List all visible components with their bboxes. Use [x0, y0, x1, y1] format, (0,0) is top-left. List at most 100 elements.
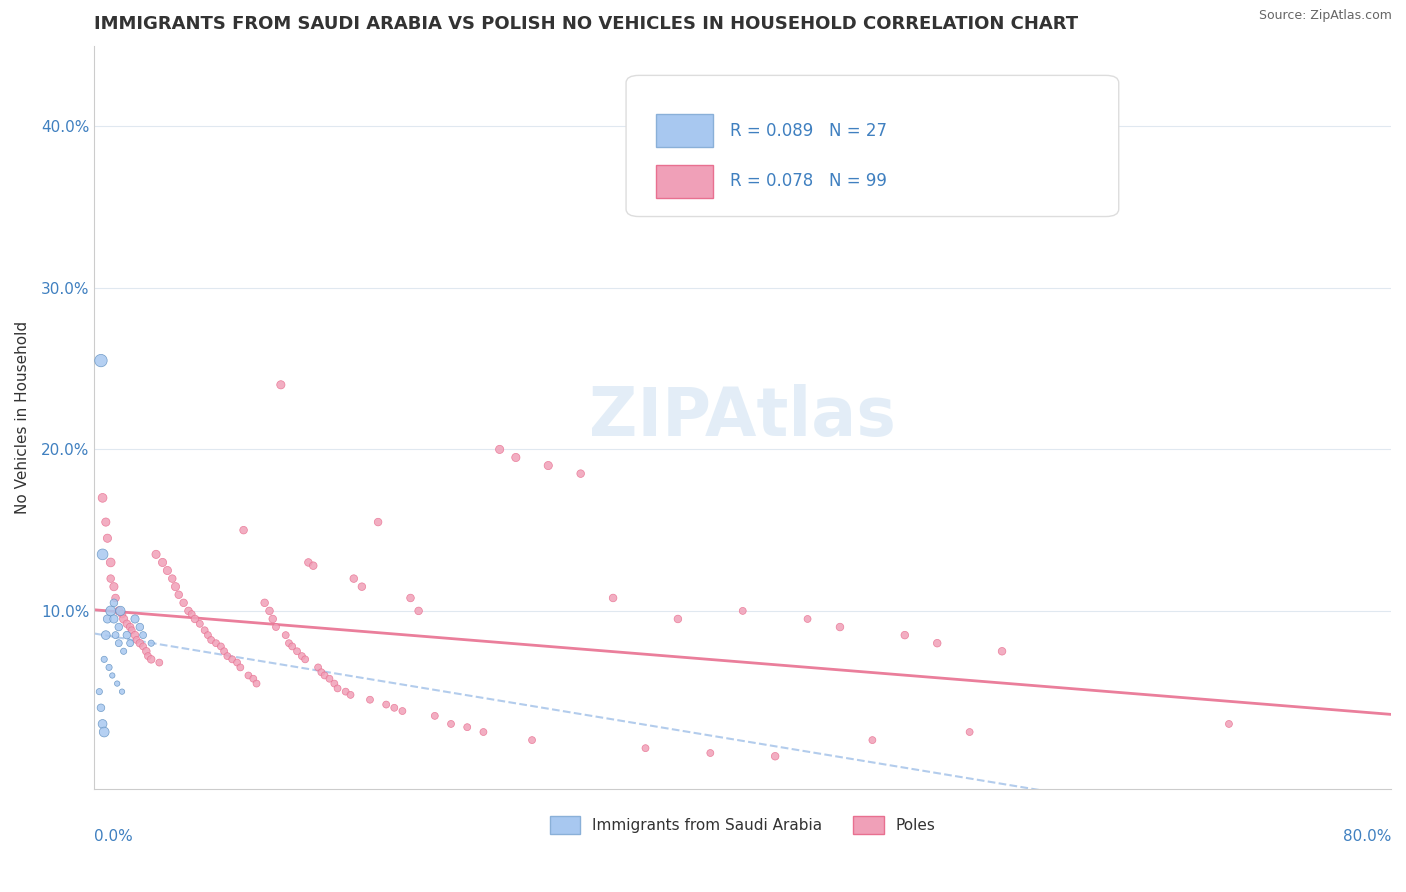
Text: IMMIGRANTS FROM SAUDI ARABIA VS POLISH NO VEHICLES IN HOUSEHOLD CORRELATION CHAR: IMMIGRANTS FROM SAUDI ARABIA VS POLISH N…: [94, 15, 1078, 33]
Point: [104, 591, 127, 605]
Point: [302, 558, 325, 573]
Point: [103, 596, 125, 610]
Point: [217, 649, 239, 664]
Point: [602, 591, 624, 605]
Point: [103, 612, 125, 626]
FancyBboxPatch shape: [655, 165, 713, 198]
Point: [375, 698, 398, 712]
Point: [112, 612, 135, 626]
Point: [1218, 717, 1240, 731]
Point: [270, 377, 292, 392]
Point: [107, 636, 129, 650]
Point: [120, 620, 142, 634]
Point: [105, 676, 128, 690]
Point: [253, 596, 276, 610]
Point: [100, 604, 122, 618]
Point: [408, 604, 430, 618]
Point: [103, 580, 125, 594]
Point: [229, 660, 252, 674]
Point: [367, 515, 389, 529]
Point: [262, 612, 284, 626]
Point: [91, 717, 114, 731]
Point: [194, 624, 217, 638]
Point: [124, 628, 146, 642]
Point: [291, 649, 314, 664]
Point: [101, 668, 124, 682]
Point: [232, 523, 254, 537]
Point: [156, 564, 179, 578]
Point: [828, 620, 851, 634]
Point: [115, 616, 138, 631]
Point: [569, 467, 592, 481]
Point: [285, 644, 308, 658]
Point: [350, 580, 373, 594]
Point: [93, 652, 115, 666]
Point: [894, 628, 917, 642]
Point: [927, 636, 949, 650]
Point: [167, 588, 190, 602]
Point: [110, 604, 132, 618]
Point: [141, 652, 163, 666]
Point: [245, 676, 267, 690]
Point: [209, 640, 232, 654]
Point: [488, 442, 510, 457]
Point: [278, 636, 301, 650]
Point: [294, 652, 316, 666]
Point: [104, 628, 127, 642]
Point: [335, 684, 357, 698]
Point: [343, 572, 366, 586]
Point: [274, 628, 297, 642]
Point: [173, 596, 195, 610]
Point: [107, 620, 129, 634]
Point: [90, 353, 112, 368]
Text: ZIPAtlas: ZIPAtlas: [589, 384, 896, 450]
Point: [197, 628, 219, 642]
Point: [314, 668, 336, 682]
Point: [226, 656, 249, 670]
Point: [96, 612, 118, 626]
Point: [111, 684, 134, 698]
Point: [145, 547, 167, 561]
Point: [399, 591, 422, 605]
Point: [132, 628, 155, 642]
Point: [135, 644, 157, 658]
Point: [382, 700, 405, 714]
Point: [221, 652, 243, 666]
Point: [731, 604, 754, 618]
Point: [318, 672, 340, 686]
Point: [90, 700, 112, 714]
Point: [94, 515, 117, 529]
Text: R = 0.089   N = 27: R = 0.089 N = 27: [730, 122, 887, 140]
Point: [89, 684, 111, 698]
Point: [763, 749, 786, 764]
Point: [259, 604, 281, 618]
Point: [148, 656, 170, 670]
Point: [472, 725, 495, 739]
Point: [121, 624, 143, 638]
Point: [91, 547, 114, 561]
Point: [456, 720, 478, 734]
Point: [165, 580, 187, 594]
Point: [326, 681, 349, 696]
Point: [699, 746, 721, 760]
Point: [93, 725, 115, 739]
Point: [107, 604, 129, 618]
Point: [520, 733, 543, 747]
Point: [634, 741, 657, 756]
Point: [112, 644, 135, 658]
Point: [115, 628, 138, 642]
Point: [188, 616, 211, 631]
Point: [120, 636, 142, 650]
Point: [991, 644, 1014, 658]
Text: Source: ZipAtlas.com: Source: ZipAtlas.com: [1258, 9, 1392, 22]
Point: [205, 636, 228, 650]
FancyBboxPatch shape: [655, 114, 713, 147]
Point: [307, 660, 329, 674]
Point: [796, 612, 818, 626]
Point: [423, 709, 446, 723]
FancyBboxPatch shape: [626, 76, 1119, 217]
Text: 0.0%: 0.0%: [94, 830, 134, 845]
Point: [311, 665, 333, 680]
Point: [391, 704, 413, 718]
Point: [359, 692, 381, 706]
